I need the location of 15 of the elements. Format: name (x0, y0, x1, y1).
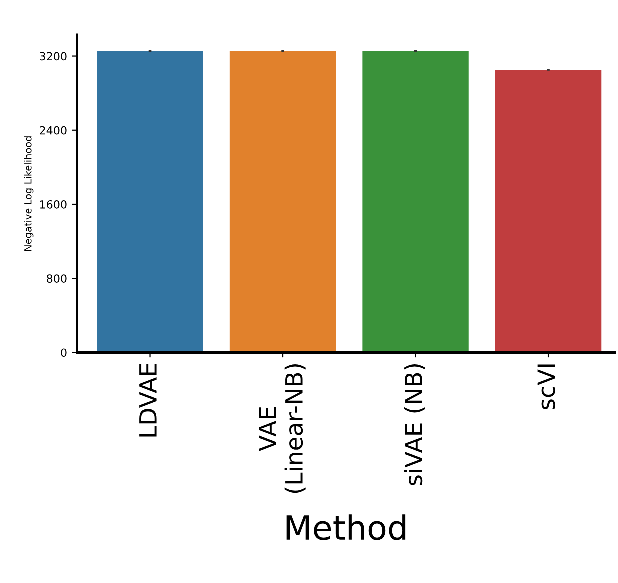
x-axis-title: Method (286, 514, 406, 540)
x-tick-label: VAE (Linear-NB) (259, 364, 306, 494)
x-tick-label: siVAE (NB) (404, 364, 426, 486)
y-tick-label: 2400 (40, 126, 67, 135)
x-tick-label: LDVAE (140, 364, 157, 437)
bar (97, 51, 204, 353)
x-tick-label: scVI (538, 364, 556, 410)
y-tick-label: 1600 (40, 200, 67, 209)
y-tick-label: 800 (47, 274, 67, 283)
y-tick-label: 3200 (40, 52, 67, 61)
bar (495, 70, 602, 353)
y-axis-title: Negative Log Likelihood (24, 136, 34, 251)
bar (362, 51, 469, 353)
y-tick-label: 0 (61, 348, 67, 358)
bar (230, 51, 336, 353)
